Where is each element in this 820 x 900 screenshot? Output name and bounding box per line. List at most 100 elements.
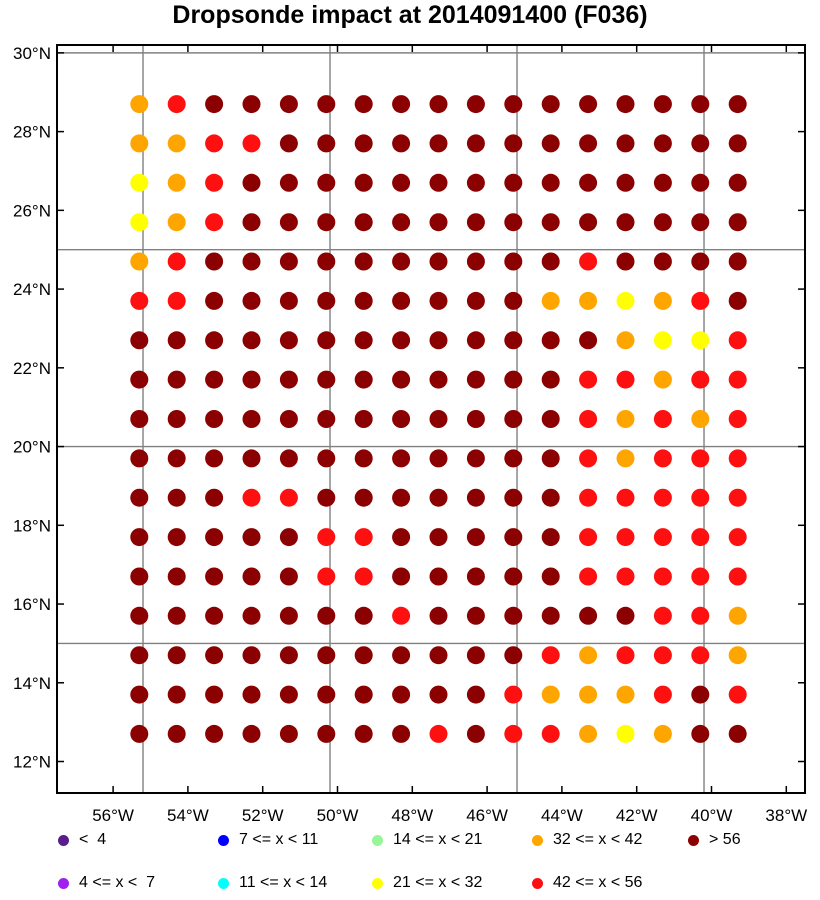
data-point xyxy=(504,646,523,665)
data-point xyxy=(242,724,261,743)
data-point xyxy=(392,331,411,350)
data-point xyxy=(653,291,672,310)
data-point xyxy=(167,173,186,192)
data-point xyxy=(691,724,710,743)
data-point xyxy=(167,410,186,428)
data-point xyxy=(205,488,224,507)
data-point xyxy=(541,724,560,743)
data-point xyxy=(392,528,411,547)
data-point xyxy=(616,685,635,704)
data-point xyxy=(130,410,149,428)
data-point xyxy=(130,724,149,743)
data-point xyxy=(541,213,560,232)
x-tick-label: 46°W xyxy=(466,806,508,825)
data-point xyxy=(205,173,224,192)
data-point xyxy=(354,134,373,153)
data-point xyxy=(429,370,448,389)
x-tick-label: 42°W xyxy=(616,806,658,825)
data-point xyxy=(616,646,635,665)
data-point xyxy=(541,252,560,271)
data-point xyxy=(541,488,560,507)
data-point xyxy=(728,252,747,271)
data-point xyxy=(205,410,224,428)
data-point xyxy=(317,213,336,232)
legend-item: > 56 xyxy=(688,829,741,851)
plot-frame xyxy=(56,44,806,794)
data-point xyxy=(392,646,411,665)
data-point xyxy=(616,134,635,153)
data-point xyxy=(279,449,298,468)
data-point xyxy=(616,173,635,192)
data-point xyxy=(429,724,448,743)
data-point xyxy=(279,95,298,114)
data-point xyxy=(504,370,523,389)
data-point xyxy=(466,213,485,232)
data-point xyxy=(579,528,598,547)
data-point xyxy=(466,410,485,428)
legend-item: 11 <= x < 14 xyxy=(218,872,327,894)
data-point xyxy=(616,95,635,114)
x-tick-label: 44°W xyxy=(541,806,583,825)
data-point xyxy=(392,567,411,586)
data-point xyxy=(130,173,149,192)
data-point xyxy=(579,724,598,743)
data-point xyxy=(504,213,523,232)
data-point xyxy=(579,213,598,232)
data-point xyxy=(205,685,224,704)
data-point xyxy=(653,252,672,271)
data-point xyxy=(653,95,672,114)
data-point xyxy=(466,173,485,192)
data-point xyxy=(504,724,523,743)
y-tick-label: 18°N xyxy=(13,516,51,535)
data-point xyxy=(504,134,523,153)
data-point xyxy=(205,646,224,665)
data-point xyxy=(541,528,560,547)
data-point xyxy=(691,567,710,586)
data-point xyxy=(691,370,710,389)
data-point xyxy=(242,291,261,310)
data-point xyxy=(541,685,560,704)
data-point xyxy=(242,410,261,428)
data-point xyxy=(354,410,373,428)
data-point xyxy=(541,173,560,192)
x-tick-label: 54°W xyxy=(167,806,209,825)
data-point xyxy=(130,213,149,232)
data-point xyxy=(653,213,672,232)
data-point xyxy=(242,488,261,507)
data-point xyxy=(504,488,523,507)
data-point xyxy=(205,213,224,232)
data-point xyxy=(167,95,186,114)
legend-item: < 4 xyxy=(58,829,106,851)
data-point xyxy=(429,252,448,271)
legend-label: 21 <= x < 32 xyxy=(393,874,483,891)
data-point xyxy=(205,724,224,743)
data-point xyxy=(279,213,298,232)
data-point xyxy=(167,252,186,271)
data-point xyxy=(504,685,523,704)
data-point xyxy=(466,291,485,310)
legend-item: 7 <= x < 11 xyxy=(218,829,318,851)
data-point xyxy=(354,331,373,350)
data-point xyxy=(691,213,710,232)
data-point xyxy=(616,410,635,428)
data-point xyxy=(205,449,224,468)
data-point xyxy=(167,685,186,704)
legend-item: 42 <= x < 56 xyxy=(532,872,642,894)
y-tick-label: 24°N xyxy=(13,280,51,299)
y-tick-label: 22°N xyxy=(13,359,51,378)
data-point xyxy=(691,291,710,310)
data-point xyxy=(504,291,523,310)
data-point xyxy=(242,449,261,468)
data-point xyxy=(167,646,186,665)
legend-label: 4 <= x < 7 xyxy=(79,874,156,891)
data-point xyxy=(541,567,560,586)
data-point xyxy=(242,646,261,665)
data-point xyxy=(579,95,598,114)
data-point xyxy=(167,449,186,468)
data-point xyxy=(354,724,373,743)
data-point xyxy=(504,252,523,271)
data-point xyxy=(167,213,186,232)
legend-swatch xyxy=(218,834,229,846)
data-point xyxy=(466,134,485,153)
